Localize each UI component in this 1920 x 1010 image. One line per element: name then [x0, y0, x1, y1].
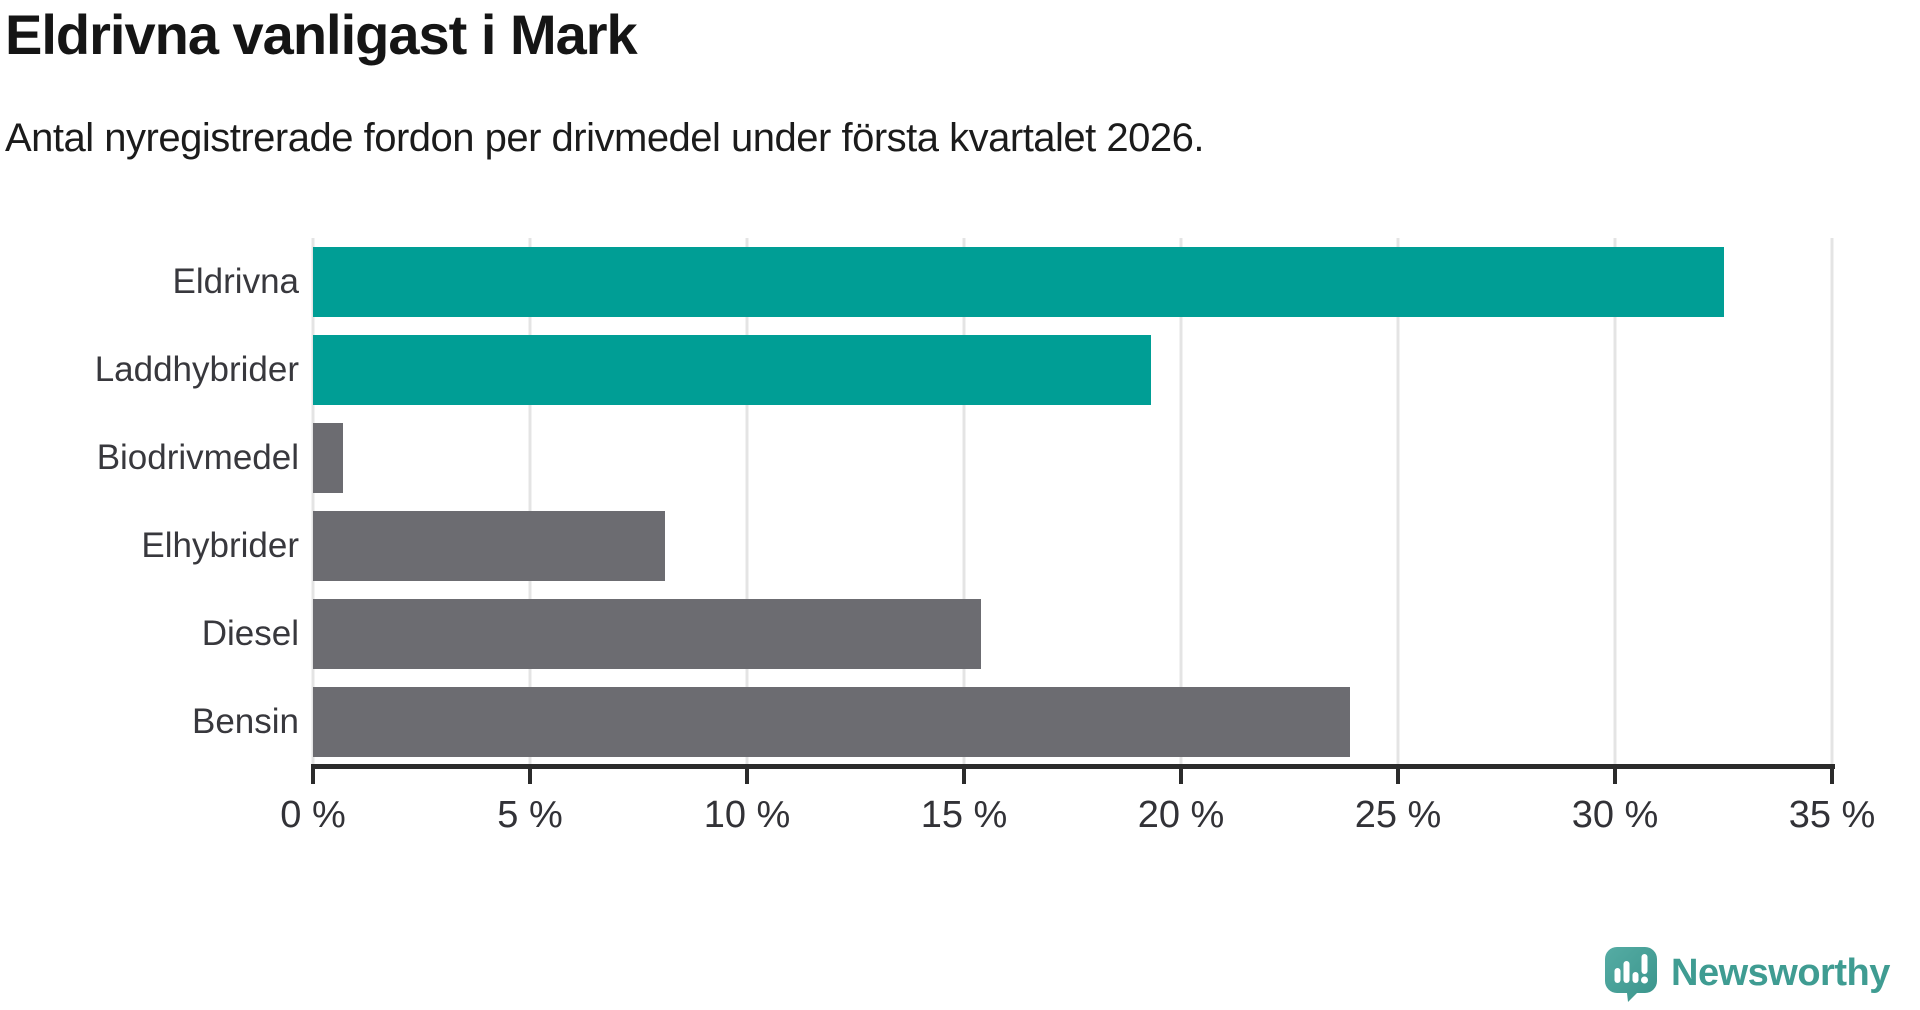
chart-subtitle: Antal nyregistrerade fordon per drivmede…: [5, 116, 1205, 160]
bar-elhybrider: [313, 511, 665, 581]
x-axis-tick-label: 10 %: [703, 794, 791, 836]
x-axis-tick-label: 25 %: [1354, 794, 1442, 836]
x-axis-tick-mark: [1179, 769, 1183, 784]
plot-area: 0 % 5 % 10 % 15 % 20 % 25 % 30 % 35 %: [280, 238, 1875, 836]
x-axis-tick-label: 0 %: [280, 794, 346, 836]
newsworthy-logo: Newsworthy: [1604, 946, 1890, 1009]
category-label-elhybrider: Elhybrider: [141, 526, 299, 565]
x-axis-tick-mark: [1613, 769, 1617, 784]
x-axis-tick-label: 35 %: [1788, 794, 1876, 836]
gridline-35: [1830, 238, 1834, 766]
x-axis-tick-mark: [311, 769, 315, 784]
bar-diesel: [313, 599, 982, 669]
category-label-laddhybrider: Laddhybrider: [94, 350, 299, 389]
x-axis-tick-label: 5 %: [497, 794, 563, 836]
category-label-biodrivmedel: Biodrivmedel: [96, 438, 299, 477]
bar-biodrivmedel: [313, 423, 344, 493]
category-label-eldrivna: Eldrivna: [172, 262, 299, 301]
x-axis-tick-mark: [528, 769, 532, 784]
gridline-5: [528, 238, 532, 766]
x-axis-tick-mark: [962, 769, 966, 784]
bar-eldrivna: [313, 247, 1724, 317]
chart-title: Eldrivna vanligast i Mark: [5, 3, 638, 66]
category-axis-labels: Eldrivna Laddhybrider Biodrivmedel Elhybrid…: [0, 238, 299, 766]
x-axis-tick-mark: [1830, 769, 1834, 784]
gridline-30: [1613, 238, 1617, 766]
x-axis-tick-mark: [745, 769, 749, 784]
x-axis-tick-mark: [1396, 769, 1400, 784]
x-axis-tick-label: 30 %: [1571, 794, 1659, 836]
category-label-bensin: Bensin: [191, 702, 299, 741]
gridline-0: [311, 238, 315, 766]
x-axis-tick-label: 20 %: [1137, 794, 1225, 836]
newsworthy-logo-text: Newsworthy: [1671, 951, 1890, 994]
x-axis-tick-label: 15 %: [920, 794, 1008, 836]
newsworthy-speech-bubble-chart-icon: [1604, 946, 1658, 1009]
gridline-15: [962, 238, 966, 766]
x-axis-line: [311, 764, 1835, 769]
gridline-25: [1396, 238, 1400, 766]
category-label-diesel: Diesel: [201, 614, 299, 653]
bar-bensin: [313, 687, 1351, 757]
bar-laddhybrider: [313, 335, 1151, 405]
gridline-20: [1179, 238, 1183, 766]
gridline-10: [745, 238, 749, 766]
